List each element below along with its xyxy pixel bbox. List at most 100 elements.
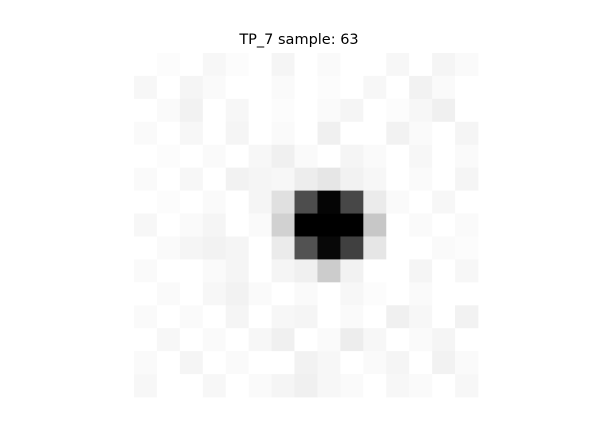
image-pixel: [317, 190, 341, 214]
image-pixel: [271, 259, 295, 283]
image-pixel: [409, 167, 433, 191]
image-pixel: [248, 374, 272, 398]
image-pixel: [156, 236, 181, 260]
image-pixel: [386, 190, 410, 214]
image-pixel: [340, 190, 364, 214]
image-pixel: [432, 236, 456, 260]
image-pixel: [271, 144, 295, 169]
image-pixel: [271, 236, 295, 260]
image-pixel: [455, 351, 479, 375]
image-pixel: [225, 167, 250, 191]
image-pixel: [363, 75, 387, 100]
image-pixel: [432, 53, 456, 77]
image-pixel: [432, 213, 456, 237]
image-pixel: [179, 121, 204, 146]
image-pixel: [271, 75, 295, 100]
image-pixel: [386, 167, 410, 191]
image-pixel: [386, 75, 410, 100]
image-pixel: [363, 53, 387, 77]
image-pixel: [248, 328, 272, 352]
image-pixel: [363, 236, 387, 260]
image-pixel: [271, 282, 295, 306]
image-pixel: [156, 351, 181, 375]
image-pixel: [179, 305, 204, 329]
image-pixel: [294, 213, 318, 237]
image-pixel: [455, 213, 479, 237]
image-pixel: [225, 305, 250, 329]
image-pixel: [340, 144, 364, 169]
image-pixel: [432, 305, 456, 329]
image-pixel: [271, 121, 295, 146]
image-pixel: [225, 236, 250, 260]
image-pixel: [386, 282, 410, 306]
image-pixel: [409, 282, 433, 306]
image-pixel: [294, 144, 318, 169]
image-pixel: [409, 328, 433, 352]
image-pixel: [134, 167, 158, 191]
image-pixel: [202, 53, 227, 77]
image-pixel: [271, 213, 295, 237]
image-pixel: [455, 374, 479, 398]
image-pixel: [317, 213, 341, 237]
image-pixel: [340, 259, 364, 283]
image-pixel: [202, 351, 227, 375]
image-pixel: [340, 305, 364, 329]
image-pixel: [317, 282, 341, 306]
image-pixel: [202, 190, 227, 214]
image-pixel: [156, 328, 181, 352]
image-pixel: [248, 213, 272, 237]
image-pixel: [409, 53, 433, 77]
image-pixel: [134, 305, 158, 329]
image-pixel: [455, 328, 479, 352]
image-pixel: [179, 75, 204, 100]
image-pixel: [156, 167, 181, 191]
image-pixel: [386, 121, 410, 146]
image-pixel: [225, 351, 250, 375]
image-pixel: [294, 351, 318, 375]
image-pixel: [432, 259, 456, 283]
image-pixel: [432, 190, 456, 214]
image-pixel: [225, 213, 250, 237]
image-pixel: [455, 75, 479, 100]
image-pixel: [432, 144, 456, 169]
image-pixel: [156, 53, 181, 77]
image-pixel: [386, 259, 410, 283]
image-pixel: [317, 121, 341, 146]
image-pixel: [202, 213, 227, 237]
image-pixel: [202, 75, 227, 100]
image-pixel: [409, 351, 433, 375]
image-pixel: [225, 328, 250, 352]
image-pixel: [363, 98, 387, 123]
image-pixel: [363, 282, 387, 306]
image-pixel: [294, 98, 318, 123]
image-pixel: [156, 121, 181, 146]
image-pixel: [294, 53, 318, 77]
image-pixel: [340, 53, 364, 77]
image-pixel: [134, 75, 158, 100]
image-pixel: [455, 190, 479, 214]
image-pixel: [134, 213, 158, 237]
image-pixel: [271, 167, 295, 191]
image-pixel: [317, 98, 341, 123]
image-pixel: [134, 374, 158, 398]
image-pixel: [317, 53, 341, 77]
image-pixel: [455, 98, 479, 123]
image-pixel: [294, 374, 318, 398]
image-pixel: [134, 121, 158, 146]
image-pixel: [386, 144, 410, 169]
image-pixel: [225, 259, 250, 283]
image-pixel: [179, 236, 204, 260]
image-pixel: [340, 374, 364, 398]
image-pixel: [317, 236, 341, 260]
image-pixel: [363, 167, 387, 191]
image-pixel: [317, 75, 341, 100]
image-pixel: [432, 98, 456, 123]
image-pixel: [409, 98, 433, 123]
image-pixel: [156, 305, 181, 329]
image-pixel: [432, 75, 456, 100]
image-pixel: [271, 190, 295, 214]
image-pixel: [179, 213, 204, 237]
image-pixel: [134, 144, 158, 169]
image-pixel: [202, 236, 227, 260]
